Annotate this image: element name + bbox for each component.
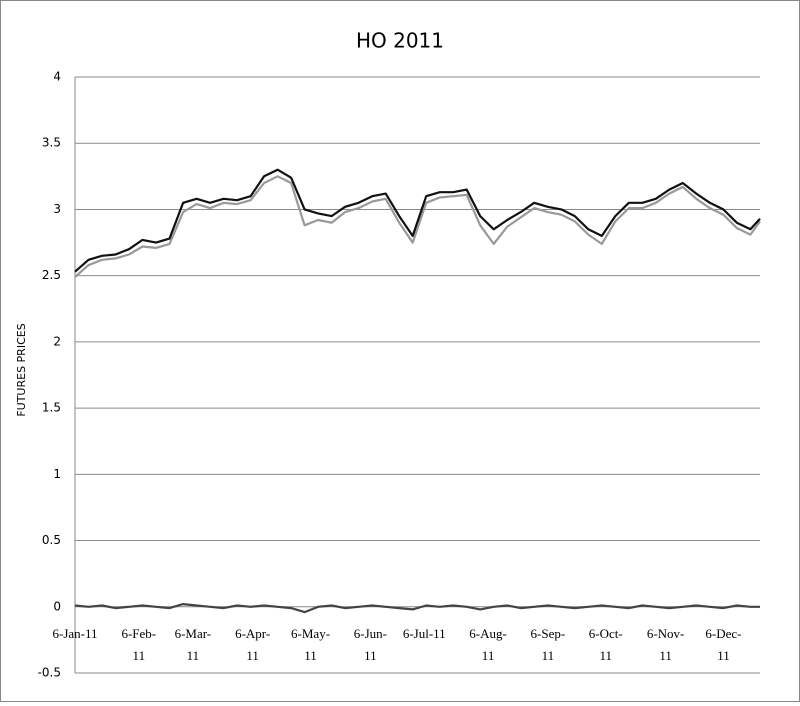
x-tick-label: 6-Feb- 11 bbox=[121, 626, 156, 663]
x-tick-label-line: 6-Aug- bbox=[469, 626, 507, 641]
x-tick-label-line: 11 bbox=[600, 648, 613, 663]
x-tick-label-line: 11 bbox=[717, 648, 730, 663]
y-tick-label: 2.5 bbox=[42, 268, 61, 282]
x-tick-label: 6-Sep- 11 bbox=[531, 626, 566, 663]
x-tick-label-line: 11 bbox=[482, 648, 495, 663]
y-tick-label: 0 bbox=[53, 599, 61, 613]
x-tick-label-line: 11 bbox=[304, 648, 317, 663]
x-tick-label: 6-Mar- 11 bbox=[175, 626, 212, 663]
x-tick-label-line: 11 bbox=[246, 648, 259, 663]
y-tick-label: 0.5 bbox=[42, 533, 61, 547]
x-tick-label-line: 6-Jun- bbox=[354, 626, 387, 641]
x-tick-label-line: 11 bbox=[187, 648, 200, 663]
x-tick-label-line: 6-Feb- bbox=[121, 626, 156, 641]
x-tick-label-line: 6-Dec- bbox=[705, 626, 741, 641]
y-tick-label: 2 bbox=[53, 334, 61, 348]
series-line bbox=[74, 168, 761, 273]
y-tick-label: 3 bbox=[53, 202, 61, 216]
y-tick-label: -0.5 bbox=[38, 666, 61, 680]
x-tick-label-line: 6-Mar- bbox=[175, 626, 212, 641]
x-tick-label: 6-Dec- 11 bbox=[705, 626, 741, 663]
x-tick-label: 6-Oct- 11 bbox=[589, 626, 623, 663]
x-tick-label-line: 11 bbox=[364, 648, 377, 663]
y-tick-label: 1.5 bbox=[42, 401, 61, 415]
chart-title: HO 2011 bbox=[356, 29, 444, 53]
x-tick-label: 6-Jan-11 bbox=[52, 626, 97, 641]
x-tick-label: 6-Jun- 11 bbox=[354, 626, 387, 663]
y-axis-label: FUTURES PRICES bbox=[15, 323, 28, 416]
x-tick-label: 6-Apr- 11 bbox=[235, 626, 270, 663]
x-tick-label: 6-Aug- 11 bbox=[469, 626, 507, 663]
y-tick-label: 1 bbox=[53, 467, 61, 481]
x-tick-label-line: 11 bbox=[542, 648, 555, 663]
x-tick-label-line: 6-Nov- bbox=[647, 626, 685, 641]
x-tick-label-line: 6-Apr- bbox=[235, 626, 270, 641]
x-tick-label-line: 11 bbox=[659, 648, 672, 663]
x-tick-label-line: 6-May- bbox=[291, 626, 330, 641]
x-tick-label: 6-Nov- 11 bbox=[647, 626, 685, 663]
x-tick-label: 6-May- 11 bbox=[291, 626, 330, 663]
series-line bbox=[74, 175, 761, 278]
x-tick-label: 6-Jul-11 bbox=[403, 626, 446, 641]
x-tick-label-line: 11 bbox=[133, 648, 146, 663]
x-tick-label-line: 6-Sep- bbox=[531, 626, 566, 641]
y-tick-label: 4 bbox=[53, 70, 61, 84]
y-tick-label: 3.5 bbox=[42, 136, 61, 150]
series-line bbox=[74, 603, 760, 614]
x-tick-label-line: 6-Oct- bbox=[589, 626, 623, 641]
